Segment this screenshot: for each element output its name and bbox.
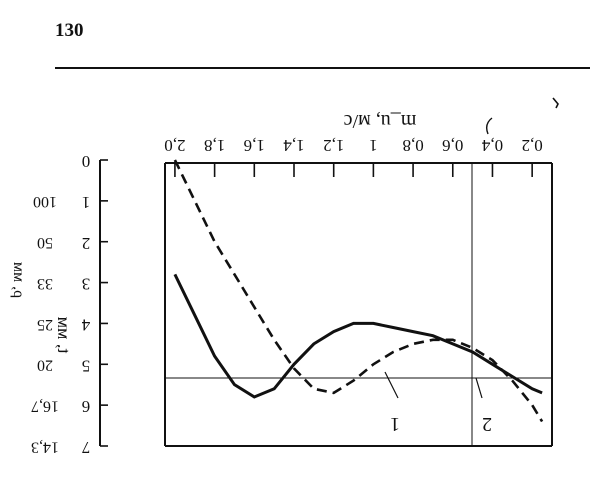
far-left-axis-tick-label: 50 bbox=[37, 234, 53, 251]
far-left-axis-tick-label: 100 bbox=[33, 193, 57, 210]
top-axis-tick-label: 1,8 bbox=[204, 136, 225, 155]
far-left-axis-unit: ρ, мм bbox=[10, 262, 27, 298]
scan-mark-tick bbox=[552, 97, 559, 109]
left-axis-tick-label: 0 bbox=[82, 152, 91, 171]
curve-1-label: 1 bbox=[390, 413, 400, 435]
page-rule bbox=[55, 67, 590, 69]
scan-mark-arc bbox=[485, 117, 493, 135]
curve-2-label: 2 bbox=[482, 413, 492, 435]
top-axis-unit: m_u, м/с bbox=[344, 110, 417, 132]
top-axis-tick-label: 0,4 bbox=[481, 136, 503, 155]
page-number: 130 bbox=[55, 20, 84, 41]
top-axis-tick-label: 1,4 bbox=[283, 136, 305, 155]
curve-1-dashed bbox=[173, 159, 544, 423]
far-left-axis-labels: 100 50 33 25 20 16,7 14,3 bbox=[31, 193, 59, 455]
left-axis-tick-label: 1 bbox=[82, 193, 91, 212]
top-axis-tick-label: 1,6 bbox=[244, 136, 265, 155]
curve-1-leader bbox=[384, 371, 399, 399]
left-axis-tick-label: 3 bbox=[82, 275, 91, 294]
left-axis-tick-label: 6 bbox=[82, 397, 91, 416]
left-axis-tick-label: 5 bbox=[82, 356, 91, 375]
far-left-axis-tick-label: 16,7 bbox=[31, 397, 59, 414]
top-axis-tick-label: 0,2 bbox=[522, 136, 543, 155]
left-axis-ticks: 0 1 2 3 4 5 6 7 bbox=[81, 152, 108, 457]
curve-2-leader bbox=[475, 377, 483, 399]
top-axis-tick-label: 1 bbox=[369, 136, 378, 155]
left-axis-tick-label: 7 bbox=[81, 438, 90, 457]
top-axis-ticks: 2,0 1,8 1,6 1,4 1,2 1 0,8 0,6 0,4 0,2 bbox=[164, 136, 543, 177]
far-left-axis-tick-label: 33 bbox=[37, 275, 53, 292]
top-axis-tick-label: 1,2 bbox=[323, 136, 344, 155]
left-axis-tick-label: 4 bbox=[81, 316, 90, 335]
far-left-axis-tick-label: 25 bbox=[37, 316, 53, 333]
far-left-axis-tick-label: 14,3 bbox=[31, 438, 59, 455]
left-axis-unit: t, мм bbox=[54, 317, 74, 354]
top-axis-tick-label: 2,0 bbox=[164, 136, 185, 155]
far-left-axis-tick-label: 20 bbox=[37, 357, 53, 374]
left-axis-tick-label: 2 bbox=[82, 234, 91, 253]
curve-2-solid bbox=[173, 273, 543, 399]
top-axis-tick-label: 0,6 bbox=[442, 136, 463, 155]
top-axis-tick-label: 0,8 bbox=[402, 136, 423, 155]
